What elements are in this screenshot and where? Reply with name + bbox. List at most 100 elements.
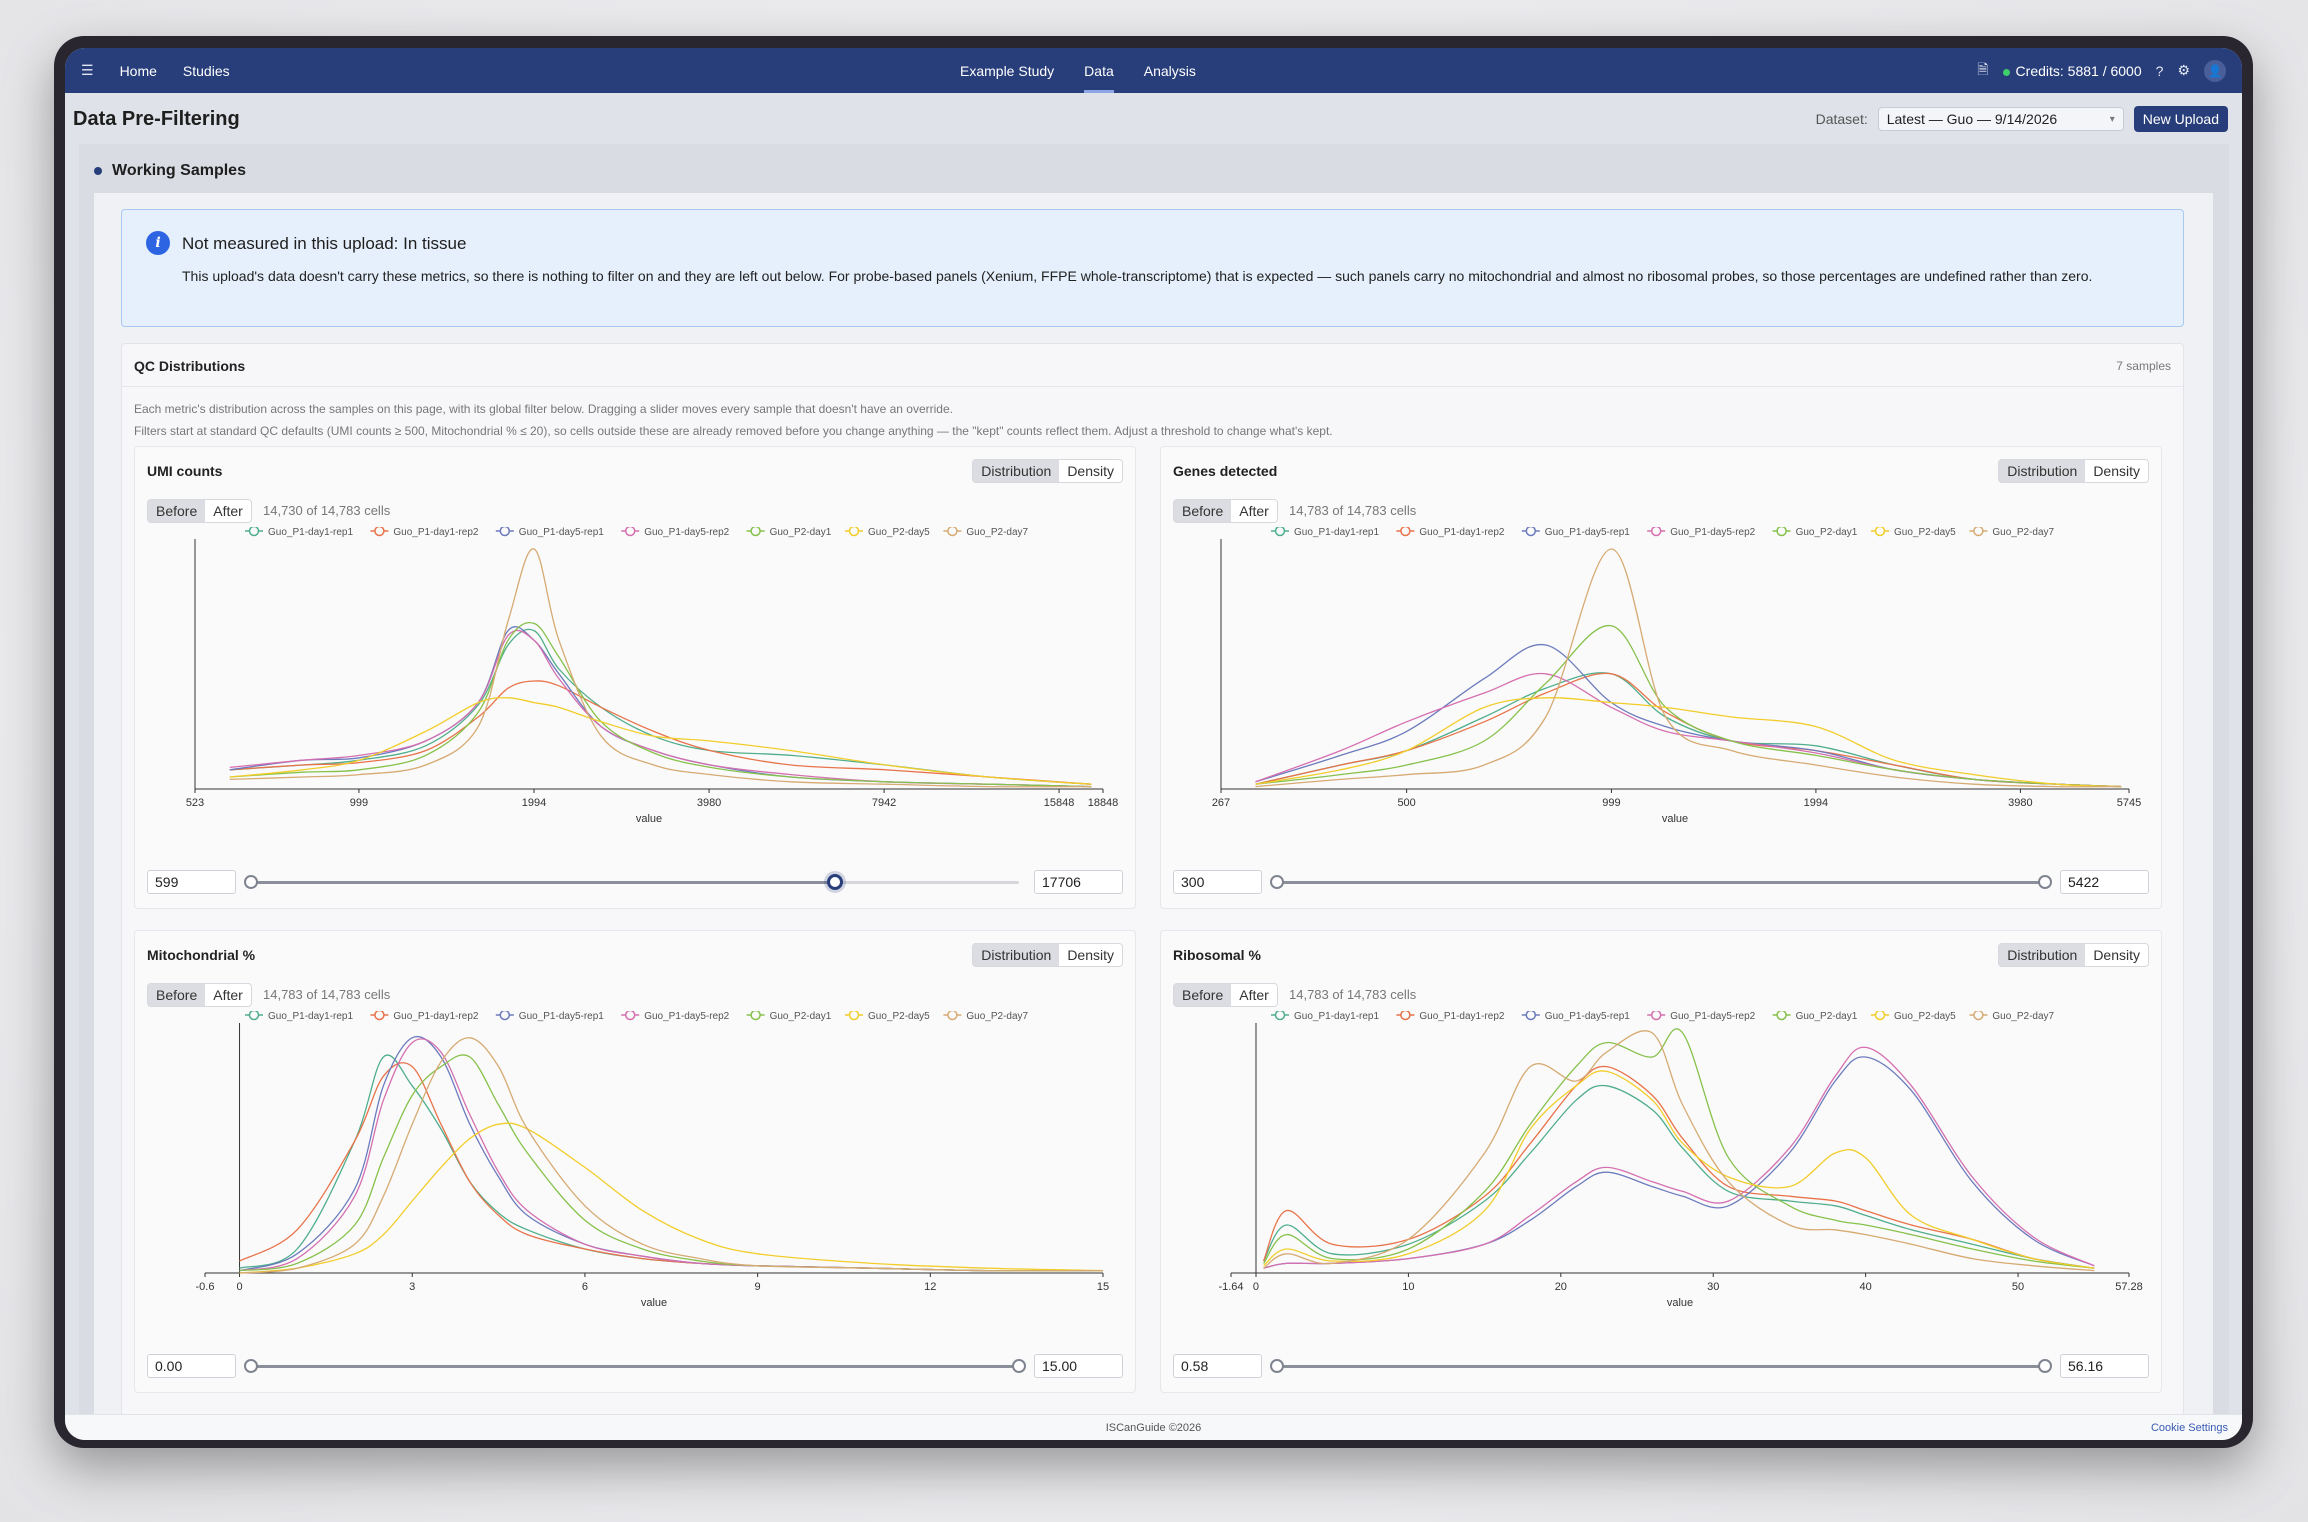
min-slider-handle[interactable] bbox=[1270, 875, 1284, 889]
legend-item[interactable]: Guo_P1-day5-rep2 bbox=[621, 1011, 730, 1022]
metric-card-umi-counts: UMI counts Distribution Density Before After… bbox=[134, 446, 1136, 909]
distribution-button[interactable]: Distribution bbox=[973, 944, 1060, 966]
working-samples-title: Working Samples bbox=[112, 162, 246, 179]
legend-item[interactable]: Guo_P1-day1-rep2 bbox=[370, 1011, 479, 1022]
page-title: Data Pre-Filtering bbox=[73, 108, 240, 130]
x-tick-label: 999 bbox=[350, 797, 368, 809]
max-slider-handle[interactable] bbox=[2038, 1359, 2052, 1373]
legend-item[interactable]: Guo_P2-day1 bbox=[746, 527, 832, 538]
legend-item[interactable]: Guo_P1-day5-rep1 bbox=[1521, 1011, 1630, 1022]
min-threshold-input[interactable]: 300 bbox=[1173, 870, 1262, 894]
before-button[interactable]: Before bbox=[1174, 984, 1232, 1006]
density-button[interactable]: Density bbox=[1059, 460, 1122, 482]
nav-analysis[interactable]: Analysis bbox=[1143, 62, 1196, 79]
legend-item[interactable]: Guo_P2-day7 bbox=[943, 1011, 1029, 1022]
legend-item[interactable]: Guo_P2-day5 bbox=[1871, 1011, 1956, 1022]
min-threshold-input[interactable]: 0.58 bbox=[1173, 1354, 1262, 1378]
min-threshold-input[interactable]: 599 bbox=[147, 870, 236, 894]
legend-item[interactable]: Guo_P1-day1-rep1 bbox=[245, 527, 353, 538]
legend-item[interactable]: Guo_P2-day1 bbox=[1772, 527, 1858, 538]
max-slider-handle[interactable] bbox=[1012, 1359, 1026, 1373]
legend-item[interactable]: Guo_P1-day5-rep2 bbox=[1647, 527, 1756, 538]
legend-item[interactable]: Guo_P2-day1 bbox=[746, 1011, 832, 1022]
after-button[interactable]: After bbox=[205, 984, 251, 1006]
max-threshold-input[interactable]: 15.00 bbox=[1034, 1354, 1123, 1378]
legend-item[interactable]: Guo_P1-day5-rep2 bbox=[1647, 1011, 1756, 1022]
series-line-guo-p1-day1-rep1 bbox=[239, 1054, 1104, 1272]
before-button[interactable]: Before bbox=[148, 500, 206, 522]
max-threshold-input[interactable]: 56.16 bbox=[2060, 1354, 2149, 1378]
x-tick-label: 500 bbox=[1397, 797, 1415, 809]
new-upload-button[interactable]: New Upload bbox=[2133, 106, 2228, 132]
help-icon[interactable]: ? bbox=[2155, 62, 2164, 79]
legend-marker bbox=[947, 1011, 958, 1021]
nav-home[interactable]: Home bbox=[119, 62, 157, 79]
legend-item[interactable]: Guo_P2-day7 bbox=[1969, 527, 2055, 538]
working-samples-header[interactable]: Working Samples bbox=[94, 162, 246, 180]
distribution-button[interactable]: Distribution bbox=[973, 460, 1060, 482]
distribution-button[interactable]: Distribution bbox=[1999, 460, 2086, 482]
x-tick-label: -1.64 bbox=[1218, 1281, 1243, 1293]
legend-label: Guo_P2-day1 bbox=[770, 527, 832, 538]
before-button[interactable]: Before bbox=[148, 984, 206, 1006]
legend-item[interactable]: Guo_P1-day1-rep1 bbox=[1271, 1011, 1379, 1022]
legend-marker bbox=[624, 1011, 636, 1021]
max-threshold-input[interactable]: 17706 bbox=[1034, 870, 1123, 894]
legend-item[interactable]: Guo_P1-day1-rep2 bbox=[1396, 1011, 1505, 1022]
x-tick-label: 20 bbox=[1555, 1281, 1567, 1293]
menu-icon[interactable]: ☰ bbox=[81, 62, 94, 78]
range-slider-track[interactable] bbox=[1270, 1359, 2052, 1373]
series-line-guo-p2-day7 bbox=[1263, 1030, 2095, 1272]
nav-data[interactable]: Data bbox=[1084, 62, 1114, 93]
legend-label: Guo_P1-day5-rep1 bbox=[1545, 1011, 1630, 1022]
user-avatar-icon[interactable]: 👤 bbox=[2204, 59, 2226, 82]
density-button[interactable]: Density bbox=[2085, 460, 2148, 482]
min-slider-handle[interactable] bbox=[1270, 1359, 1284, 1373]
range-slider-track[interactable] bbox=[1270, 875, 2052, 889]
after-button[interactable]: After bbox=[1231, 500, 1277, 522]
legend-item[interactable]: Guo_P1-day5-rep1 bbox=[1521, 527, 1630, 538]
before-button[interactable]: Before bbox=[1174, 500, 1232, 522]
density-button[interactable]: Density bbox=[2085, 944, 2148, 966]
min-threshold-input[interactable]: 0.00 bbox=[147, 1354, 236, 1378]
status-dot-icon bbox=[2002, 68, 2010, 76]
legend-label: Guo_P2-day7 bbox=[1992, 1011, 2054, 1022]
legend-item[interactable]: Guo_P1-day1-rep2 bbox=[1396, 527, 1505, 538]
legend-item[interactable]: Guo_P1-day5-rep1 bbox=[495, 1011, 604, 1022]
legend-item[interactable]: Guo_P2-day5 bbox=[845, 1011, 930, 1022]
legend-item[interactable]: Guo_P1-day1-rep2 bbox=[370, 527, 479, 538]
legend-item[interactable]: Guo_P1-day5-rep1 bbox=[495, 527, 604, 538]
max-slider-handle[interactable] bbox=[826, 874, 843, 890]
dataset-select[interactable]: Latest — Guo — 9/14/2026 ▾ bbox=[1877, 107, 2124, 131]
legend-item[interactable]: Guo_P1-day1-rep1 bbox=[245, 1011, 353, 1022]
legend-item[interactable]: Guo_P2-day7 bbox=[943, 527, 1029, 538]
legend-label: Guo_P1-day1-rep1 bbox=[1294, 1011, 1379, 1022]
legend-item[interactable]: Guo_P2-day5 bbox=[845, 527, 930, 538]
series-line-guo-p2-day1 bbox=[229, 622, 1092, 788]
range-slider-fill bbox=[251, 1365, 1019, 1368]
legend-item[interactable]: Guo_P2-day7 bbox=[1969, 1011, 2055, 1022]
after-button[interactable]: After bbox=[1231, 984, 1277, 1006]
nav-study[interactable]: Example Study bbox=[960, 62, 1055, 79]
nav-studies[interactable]: Studies bbox=[182, 62, 230, 79]
gear-icon[interactable]: ⚙ bbox=[2177, 62, 2190, 78]
min-slider-handle[interactable] bbox=[244, 1359, 258, 1373]
legend-item[interactable]: Guo_P2-day5 bbox=[1871, 527, 1956, 538]
min-slider-handle[interactable] bbox=[244, 875, 258, 889]
max-slider-handle[interactable] bbox=[2038, 875, 2052, 889]
legend-item[interactable]: Guo_P2-day1 bbox=[1772, 1011, 1858, 1022]
max-threshold-input[interactable]: 5422 bbox=[2060, 870, 2149, 894]
after-button[interactable]: After bbox=[205, 500, 251, 522]
range-slider-track[interactable] bbox=[244, 874, 1019, 890]
density-button[interactable]: Density bbox=[1059, 944, 1122, 966]
legend-item[interactable]: Guo_P1-day5-rep2 bbox=[621, 527, 730, 538]
distribution-button[interactable]: Distribution bbox=[1999, 944, 2086, 966]
range-slider-track[interactable] bbox=[244, 1359, 1026, 1373]
x-axis-label: value bbox=[1667, 1297, 1693, 1309]
series-line-guo-p2-day1 bbox=[1263, 1028, 2095, 1269]
document-icon[interactable]: 🗎 bbox=[1977, 60, 1989, 77]
info-alert: i Not measured in this upload: In tissue… bbox=[121, 209, 2184, 327]
cookie-settings-link[interactable]: Cookie Settings bbox=[2150, 1422, 2228, 1434]
legend-item[interactable]: Guo_P1-day1-rep1 bbox=[1271, 527, 1379, 538]
qc-description-line2: Filters start at standard QC defaults (U… bbox=[134, 424, 1333, 438]
